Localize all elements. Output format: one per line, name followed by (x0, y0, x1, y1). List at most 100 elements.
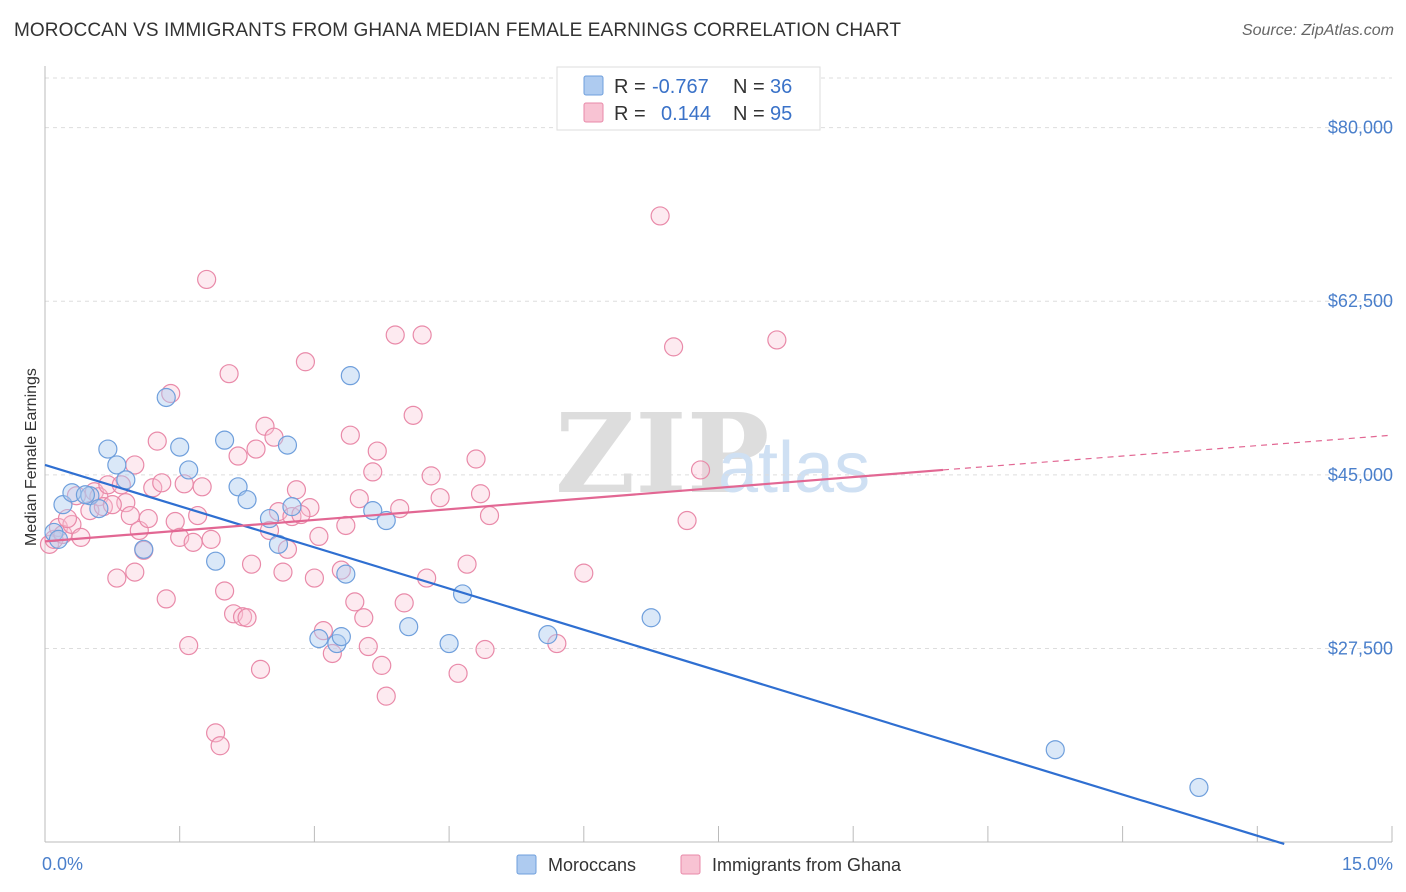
ghana-point-76 (421, 466, 441, 486)
ghana-point-34 (206, 723, 226, 743)
moroccan-trend-line (44, 463, 1285, 846)
y-tick-label-3: $27,500 (1328, 639, 1393, 659)
ghana-point-50 (277, 539, 298, 559)
ghana-point-85 (574, 563, 594, 583)
watermark-atlas: atlas (718, 428, 870, 508)
ghana-point-37 (219, 364, 239, 384)
ghana-point-52 (286, 480, 307, 500)
ghana-point-49 (273, 562, 293, 582)
ghana-point-41 (237, 608, 257, 628)
legend-r-label-0: R = (614, 76, 646, 98)
moroccan-point-12 (206, 551, 226, 571)
x-tick-label-1: 15.0% (1342, 854, 1393, 874)
ghana-point-67 (367, 441, 387, 461)
moroccan-point-26 (376, 510, 396, 531)
ghana-point-22 (152, 473, 172, 493)
ghana-point-68 (372, 655, 392, 675)
ghana-point-43 (246, 439, 266, 459)
legend-swatch-ghana (583, 102, 604, 123)
ghana-point-89 (690, 460, 711, 480)
ghana-point-62 (345, 592, 365, 612)
x-tick-label-0: 0.0% (42, 854, 83, 874)
moroccan-point-33 (1189, 777, 1209, 798)
ghana-point-21 (147, 431, 167, 451)
legend-n-value-0: 36 (770, 76, 792, 98)
ghana-point-88 (677, 510, 697, 531)
ghana-point-90 (767, 330, 787, 350)
ghana-point-82 (475, 639, 495, 660)
ghana-point-63 (349, 489, 369, 509)
moroccan-point-5 (98, 439, 118, 459)
y-tick-label-1: $62,500 (1328, 291, 1393, 311)
ghana-trend-line (44, 468, 944, 543)
moroccan-point-19 (282, 497, 302, 517)
ghana-point-39 (228, 446, 248, 466)
trend-lines (44, 434, 1393, 846)
ghana-point-72 (394, 593, 414, 613)
ghana-points (39, 206, 787, 756)
ghana-point-25 (165, 511, 185, 532)
y-tick-label-0: $80,000 (1328, 118, 1393, 138)
bottom-legend-label-moroccans: Moroccans (548, 855, 636, 875)
moroccan-point-10 (170, 437, 190, 457)
moroccan-point-29 (452, 584, 473, 604)
ghana-point-78 (448, 663, 468, 683)
ghana-point-83 (479, 505, 500, 526)
moroccan-point-4 (89, 499, 109, 519)
moroccan-point-28 (439, 633, 459, 654)
bottom-legend-label-ghana: Immigrants from Ghana (712, 855, 902, 875)
ghana-point-16 (125, 562, 145, 582)
moroccan-point-30 (538, 625, 558, 645)
moroccan-point-6 (107, 455, 127, 475)
ghana-point-36 (215, 581, 235, 601)
moroccan-points (44, 366, 1209, 798)
moroccan-point-31 (641, 608, 661, 628)
ghana-point-33 (201, 529, 221, 549)
moroccan-point-15 (237, 490, 257, 510)
bottom-legend-swatch-ghana (680, 854, 701, 875)
watermark-zip: ZIP (555, 389, 769, 518)
ghana-point-73 (403, 405, 423, 425)
y-tick-labels: $80,000 $62,500 $45,000 $27,500 (1328, 118, 1393, 659)
ghana-point-42 (241, 554, 262, 574)
ghana-point-74 (412, 325, 432, 345)
ghana-point-86 (650, 206, 670, 226)
legend-r-value-0: -0.767 (652, 76, 709, 98)
moroccan-point-20 (309, 628, 329, 649)
legend-swatch-moroccans (583, 75, 604, 96)
ghana-point-29 (183, 532, 203, 552)
moroccan-point-11 (179, 460, 199, 480)
ghana-trend-extension (942, 434, 1393, 471)
ghana-point-61 (340, 425, 360, 445)
moroccan-point-7 (116, 470, 136, 490)
ghana-point-31 (192, 477, 212, 497)
legend-n-value-1: 95 (770, 103, 792, 125)
ghana-point-32 (197, 269, 217, 290)
ghana-point-80 (466, 449, 486, 469)
ghana-point-66 (363, 462, 383, 482)
ghana-point-53 (295, 352, 316, 372)
x-tick-labels: 0.0% 15.0% (42, 854, 1393, 874)
moroccan-point-9 (156, 387, 176, 408)
watermark: ZIP atlas (555, 389, 870, 518)
moroccan-point-27 (399, 617, 419, 637)
moroccan-point-8 (134, 539, 154, 559)
ghana-point-12 (107, 568, 127, 588)
ghana-point-58 (322, 643, 342, 664)
ghana-point-55 (304, 568, 324, 588)
legend-r-label-1: R = (614, 103, 646, 125)
moroccan-point-18 (277, 435, 298, 455)
ghana-point-65 (358, 636, 378, 657)
moroccan-point-22 (331, 627, 351, 647)
ghana-point-77 (430, 488, 450, 508)
ghana-point-69 (376, 686, 396, 706)
ghana-point-64 (354, 608, 374, 628)
y-tick-label-2: $45,000 (1328, 465, 1393, 485)
ghana-point-87 (663, 337, 684, 357)
moroccan-point-13 (215, 430, 235, 450)
moroccan-point-32 (1045, 740, 1065, 760)
moroccan-point-24 (340, 366, 360, 386)
source-label: Source: ZipAtlas.com (1241, 22, 1394, 39)
legend-n-label-1: N = (733, 103, 765, 125)
